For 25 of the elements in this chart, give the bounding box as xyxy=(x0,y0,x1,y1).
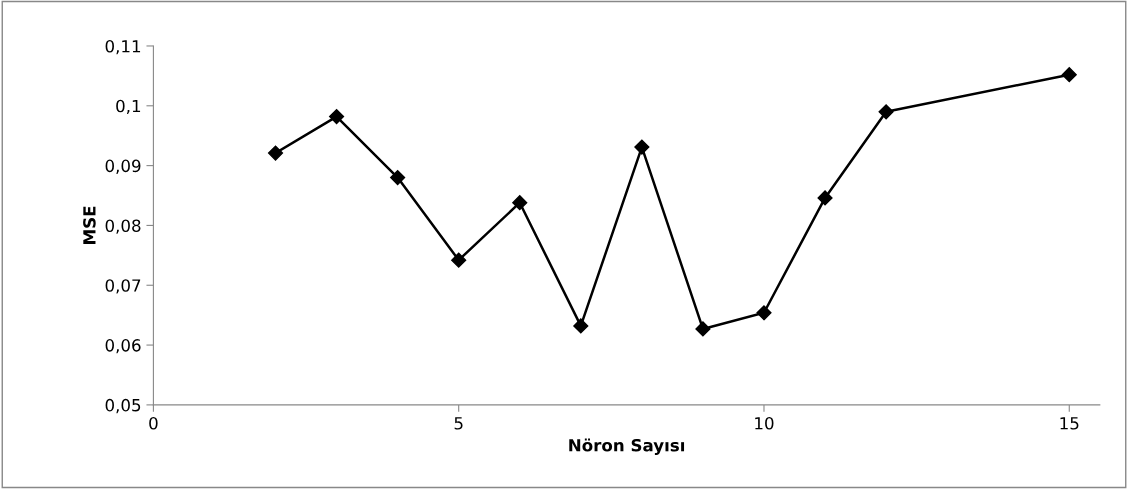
point xyxy=(390,170,406,186)
point xyxy=(817,190,833,206)
x-axis-title: Nöron Sayısı xyxy=(569,438,685,455)
y-tick-label: 0,08 xyxy=(105,219,141,234)
y-axis-title: MSE xyxy=(83,206,96,244)
point xyxy=(756,305,772,321)
y-tick-label: 0,07 xyxy=(105,279,141,294)
point xyxy=(1061,67,1077,83)
point xyxy=(634,139,650,155)
point xyxy=(267,145,284,161)
x-tick-label: 15 xyxy=(1060,417,1079,430)
y-tick-label: 0,09 xyxy=(105,159,141,174)
x-tick-label: 10 xyxy=(755,416,774,430)
point xyxy=(451,252,467,268)
point xyxy=(878,104,894,120)
y-tick-label: 0,05 xyxy=(105,398,141,414)
point xyxy=(512,195,528,211)
x-tick-label: 0 xyxy=(149,416,158,430)
y-tick-label: 0,11 xyxy=(105,39,141,55)
point xyxy=(329,108,345,125)
point xyxy=(695,321,711,337)
point xyxy=(573,318,589,334)
y-tick-label: 0,06 xyxy=(105,339,141,354)
x-tick-label: 5 xyxy=(454,417,463,430)
y-tick-label: 0,1 xyxy=(116,99,141,115)
